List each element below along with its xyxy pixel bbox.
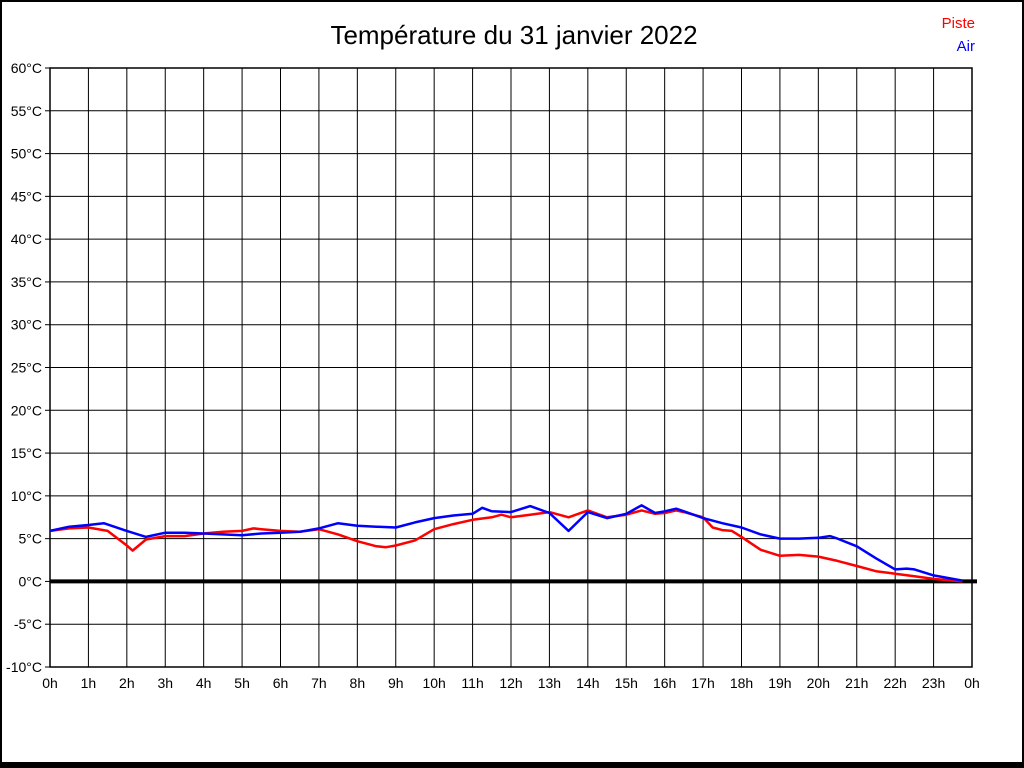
y-tick-label: 0°C: [19, 573, 43, 589]
x-tick-label: 6h: [273, 675, 289, 691]
piste-series-line: [49, 509, 963, 583]
x-tick-label: 13h: [538, 675, 561, 691]
air-series-line: [49, 504, 963, 582]
y-tick-label: 50°C: [11, 146, 42, 162]
x-tick-label: 0h: [964, 675, 980, 691]
legend: Piste Air: [942, 12, 975, 58]
y-tick-label: 25°C: [11, 360, 42, 376]
x-tick-label: 2h: [119, 675, 135, 691]
x-tick-label: 22h: [883, 675, 906, 691]
y-tick-label: 30°C: [11, 317, 42, 333]
x-tick-label: 10h: [422, 675, 445, 691]
x-tick-label: 17h: [691, 675, 714, 691]
y-tick-label: 45°C: [11, 188, 42, 204]
x-tick-label: 5h: [234, 675, 250, 691]
y-tick-label: 40°C: [11, 231, 42, 247]
x-tick-label: 16h: [653, 675, 676, 691]
x-tick-label: 23h: [922, 675, 945, 691]
x-tick-label: 1h: [81, 675, 97, 691]
y-tick-label: 20°C: [11, 402, 42, 418]
legend-item-piste: Piste: [941, 15, 975, 32]
y-tick-label: -10°C: [6, 659, 42, 675]
x-tick-label: 21h: [845, 675, 868, 691]
y-tick-label: -5°C: [14, 616, 42, 632]
x-tick-label: 7h: [311, 675, 327, 691]
x-tick-label: 4h: [196, 675, 212, 691]
x-tick-label: 20h: [807, 675, 830, 691]
x-tick-label: 19h: [768, 675, 791, 691]
x-tick-label: 11h: [461, 675, 483, 691]
legend-item-air: Air: [956, 38, 975, 55]
x-tick-label: 14h: [576, 675, 599, 691]
y-tick-label: 10°C: [11, 488, 42, 504]
y-tick-label: 15°C: [11, 445, 42, 461]
x-tick-label: 9h: [388, 675, 404, 691]
x-tick-label: 8h: [350, 675, 366, 691]
y-tick-label: 60°C: [11, 60, 42, 76]
y-tick-label: 5°C: [19, 531, 43, 547]
x-tick-label: 15h: [615, 675, 638, 691]
y-tick-label: 35°C: [11, 274, 42, 290]
chart-title: Température du 31 janvier 2022: [330, 20, 698, 50]
x-tick-label: 12h: [499, 675, 522, 691]
x-tick-label: 0h: [42, 675, 58, 691]
x-tick-label: 18h: [730, 675, 753, 691]
y-tick-label: 55°C: [11, 103, 42, 119]
x-tick-label: 3h: [157, 675, 173, 691]
